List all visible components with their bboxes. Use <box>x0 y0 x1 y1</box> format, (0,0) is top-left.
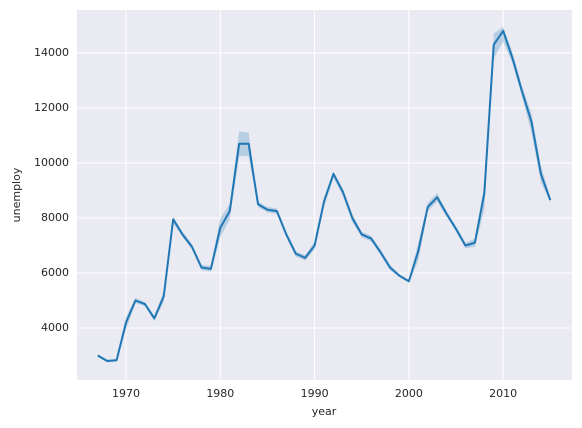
y-tick-label: 10000 <box>34 156 69 169</box>
x-tick-label: 1970 <box>112 387 140 400</box>
y-tick-label: 6000 <box>41 266 69 279</box>
x-tick-label: 2000 <box>395 387 423 400</box>
y-tick-label: 12000 <box>34 101 69 114</box>
y-axis-label: unemploy <box>10 167 23 222</box>
line <box>97 29 552 363</box>
x-axis-label: year <box>312 405 337 418</box>
x-tick-label: 2010 <box>489 387 517 400</box>
y-tick-label: 14000 <box>34 46 69 59</box>
plot-area <box>77 10 572 380</box>
y-tick-label: 8000 <box>41 211 69 224</box>
x-tick-label: 1990 <box>301 387 329 400</box>
y-tick-label: 4000 <box>41 321 69 334</box>
x-tick-label: 1980 <box>206 387 234 400</box>
